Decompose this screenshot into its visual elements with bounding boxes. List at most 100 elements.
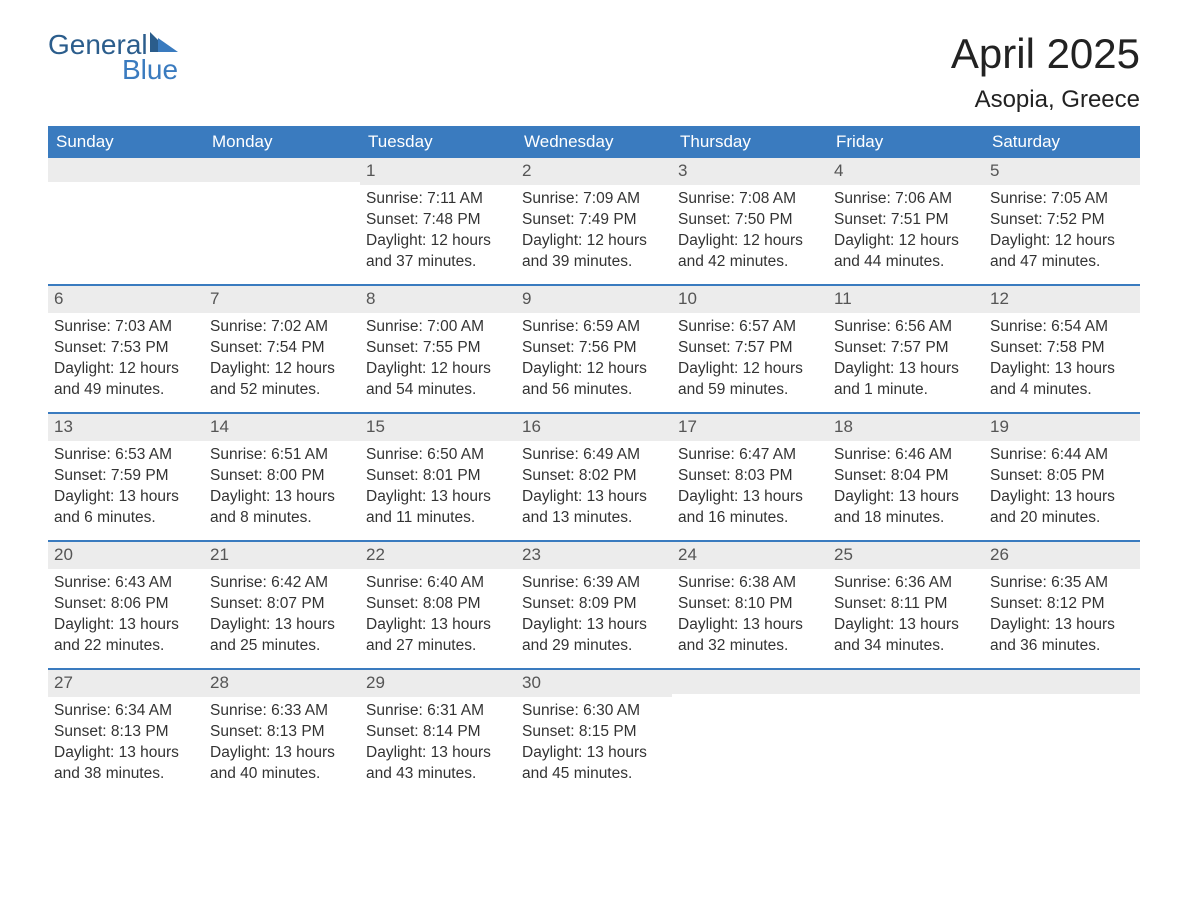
sunset-text: Sunset: 8:12 PM — [990, 594, 1134, 615]
cell-content: Sunrise: 6:50 AMSunset: 8:01 PMDaylight:… — [360, 441, 516, 539]
sunset-text: Sunset: 7:50 PM — [678, 210, 822, 231]
sunrise-text: Sunrise: 6:31 AM — [366, 701, 510, 722]
calendar-cell: 20Sunrise: 6:43 AMSunset: 8:06 PMDayligh… — [48, 542, 204, 668]
day-number — [48, 158, 204, 182]
sunrise-text: Sunrise: 6:38 AM — [678, 573, 822, 594]
page-title: April 2025 — [951, 30, 1140, 78]
sunset-text: Sunset: 8:04 PM — [834, 466, 978, 487]
calendar-cell: 21Sunrise: 6:42 AMSunset: 8:07 PMDayligh… — [204, 542, 360, 668]
logo-word2: Blue — [48, 55, 182, 84]
cell-content: Sunrise: 6:35 AMSunset: 8:12 PMDaylight:… — [984, 569, 1140, 667]
cell-content: Sunrise: 6:42 AMSunset: 8:07 PMDaylight:… — [204, 569, 360, 667]
day-number: 29 — [360, 670, 516, 697]
day-number: 21 — [204, 542, 360, 569]
daylight-text: Daylight: 13 hours and 36 minutes. — [990, 615, 1134, 657]
sunset-text: Sunset: 7:53 PM — [54, 338, 198, 359]
cell-content: Sunrise: 6:54 AMSunset: 7:58 PMDaylight:… — [984, 313, 1140, 411]
calendar-week: 1Sunrise: 7:11 AMSunset: 7:48 PMDaylight… — [48, 158, 1140, 284]
daylight-text: Daylight: 13 hours and 13 minutes. — [522, 487, 666, 529]
calendar-cell: 5Sunrise: 7:05 AMSunset: 7:52 PMDaylight… — [984, 158, 1140, 284]
day-number: 18 — [828, 414, 984, 441]
cell-content: Sunrise: 6:30 AMSunset: 8:15 PMDaylight:… — [516, 697, 672, 795]
calendar-body: 1Sunrise: 7:11 AMSunset: 7:48 PMDaylight… — [48, 158, 1140, 796]
day-number: 10 — [672, 286, 828, 313]
cell-content: Sunrise: 7:08 AMSunset: 7:50 PMDaylight:… — [672, 185, 828, 283]
day-number: 3 — [672, 158, 828, 185]
sunset-text: Sunset: 7:51 PM — [834, 210, 978, 231]
calendar-cell — [828, 670, 984, 796]
daylight-text: Daylight: 13 hours and 20 minutes. — [990, 487, 1134, 529]
col-header: Sunday — [48, 126, 204, 158]
calendar-cell: 10Sunrise: 6:57 AMSunset: 7:57 PMDayligh… — [672, 286, 828, 412]
calendar-cell — [984, 670, 1140, 796]
col-header: Saturday — [984, 126, 1140, 158]
calendar-cell: 9Sunrise: 6:59 AMSunset: 7:56 PMDaylight… — [516, 286, 672, 412]
cell-content: Sunrise: 7:05 AMSunset: 7:52 PMDaylight:… — [984, 185, 1140, 283]
cell-content — [48, 182, 204, 196]
sunrise-text: Sunrise: 6:46 AM — [834, 445, 978, 466]
day-number: 17 — [672, 414, 828, 441]
calendar-cell: 26Sunrise: 6:35 AMSunset: 8:12 PMDayligh… — [984, 542, 1140, 668]
calendar-cell: 18 Sunrise: 6:46 AMSunset: 8:04 PMDayligh… — [828, 414, 984, 540]
daylight-text: Daylight: 13 hours and 18 minutes. — [834, 487, 978, 529]
cell-content — [984, 694, 1140, 708]
day-number: 28 — [204, 670, 360, 697]
calendar-cell: 16Sunrise: 6:49 AMSunset: 8:02 PMDayligh… — [516, 414, 672, 540]
sunset-text: Sunset: 8:15 PM — [522, 722, 666, 743]
sunrise-text: Sunrise: 6:47 AM — [678, 445, 822, 466]
sunset-text: Sunset: 8:06 PM — [54, 594, 198, 615]
day-number: 16 — [516, 414, 672, 441]
calendar-cell: 28Sunrise: 6:33 AMSunset: 8:13 PMDayligh… — [204, 670, 360, 796]
sunset-text: Sunset: 8:02 PM — [522, 466, 666, 487]
day-number — [204, 158, 360, 182]
sunset-text: Sunset: 8:01 PM — [366, 466, 510, 487]
sunset-text: Sunset: 8:08 PM — [366, 594, 510, 615]
sunrise-text: Sunrise: 7:08 AM — [678, 189, 822, 210]
day-number: 11 — [828, 286, 984, 313]
calendar-cell: 6Sunrise: 7:03 AMSunset: 7:53 PMDaylight… — [48, 286, 204, 412]
day-number: 5 — [984, 158, 1140, 185]
daylight-text: Daylight: 13 hours and 6 minutes. — [54, 487, 198, 529]
calendar-cell: 7Sunrise: 7:02 AMSunset: 7:54 PMDaylight… — [204, 286, 360, 412]
calendar-cell: 23Sunrise: 6:39 AMSunset: 8:09 PMDayligh… — [516, 542, 672, 668]
title-block: April 2025 Asopia, Greece — [951, 30, 1140, 114]
day-number — [672, 670, 828, 694]
daylight-text: Daylight: 13 hours and 4 minutes. — [990, 359, 1134, 401]
day-number: 8 — [360, 286, 516, 313]
sunset-text: Sunset: 7:58 PM — [990, 338, 1134, 359]
cell-content: Sunrise: 7:03 AMSunset: 7:53 PMDaylight:… — [48, 313, 204, 411]
daylight-text: Daylight: 12 hours and 49 minutes. — [54, 359, 198, 401]
calendar-cell: 17Sunrise: 6:47 AMSunset: 8:03 PMDayligh… — [672, 414, 828, 540]
day-number: 30 — [516, 670, 672, 697]
day-number: 27 — [48, 670, 204, 697]
daylight-text: Daylight: 13 hours and 11 minutes. — [366, 487, 510, 529]
sunrise-text: Sunrise: 6:36 AM — [834, 573, 978, 594]
col-header: Monday — [204, 126, 360, 158]
calendar-cell — [672, 670, 828, 796]
daylight-text: Daylight: 13 hours and 43 minutes. — [366, 743, 510, 785]
day-number: 25 — [828, 542, 984, 569]
cell-content — [672, 694, 828, 708]
daylight-text: Daylight: 13 hours and 22 minutes. — [54, 615, 198, 657]
day-number — [984, 670, 1140, 694]
cell-content: Sunrise: 7:11 AMSunset: 7:48 PMDaylight:… — [360, 185, 516, 283]
sunrise-text: Sunrise: 7:06 AM — [834, 189, 978, 210]
calendar-cell: 22Sunrise: 6:40 AMSunset: 8:08 PMDayligh… — [360, 542, 516, 668]
daylight-text: Daylight: 12 hours and 37 minutes. — [366, 231, 510, 273]
day-number — [828, 670, 984, 694]
daylight-text: Daylight: 12 hours and 44 minutes. — [834, 231, 978, 273]
cell-content: Sunrise: 6:31 AMSunset: 8:14 PMDaylight:… — [360, 697, 516, 795]
sunset-text: Sunset: 8:13 PM — [54, 722, 198, 743]
day-number: 13 — [48, 414, 204, 441]
cell-content: Sunrise: 6:44 AMSunset: 8:05 PMDaylight:… — [984, 441, 1140, 539]
sunrise-text: Sunrise: 6:43 AM — [54, 573, 198, 594]
day-number: 6 — [48, 286, 204, 313]
sunset-text: Sunset: 7:56 PM — [522, 338, 666, 359]
daylight-text: Daylight: 13 hours and 8 minutes. — [210, 487, 354, 529]
cell-content: Sunrise: 6:53 AMSunset: 7:59 PMDaylight:… — [48, 441, 204, 539]
calendar-cell: 2Sunrise: 7:09 AMSunset: 7:49 PMDaylight… — [516, 158, 672, 284]
day-number: 1 — [360, 158, 516, 185]
calendar-cell: 24Sunrise: 6:38 AMSunset: 8:10 PMDayligh… — [672, 542, 828, 668]
sunset-text: Sunset: 7:48 PM — [366, 210, 510, 231]
day-number: 7 — [204, 286, 360, 313]
